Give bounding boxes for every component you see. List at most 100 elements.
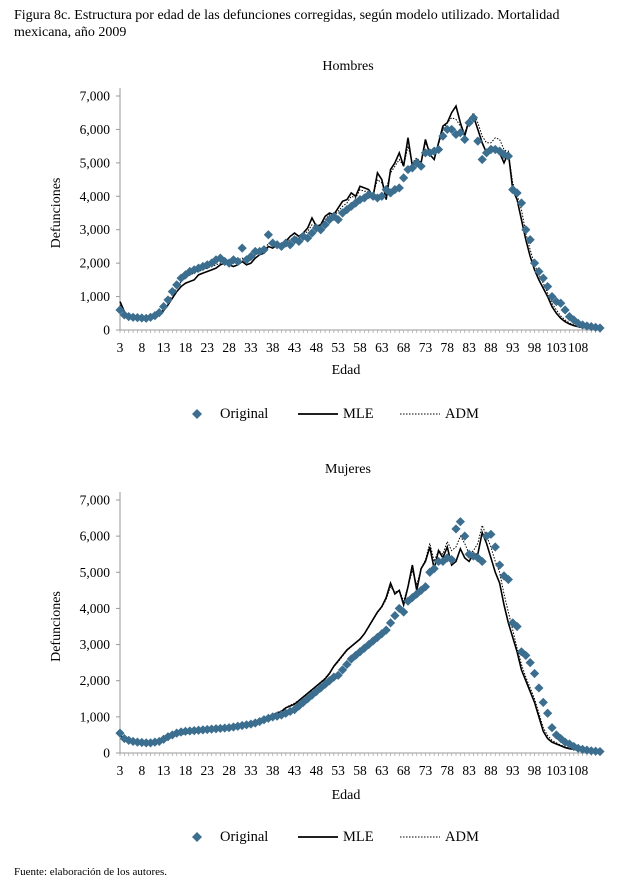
original-point (150, 737, 160, 747)
x-tick-label: 33 (244, 763, 258, 778)
legend-original-label: Original (220, 829, 268, 845)
original-point (207, 724, 217, 734)
original-point (577, 744, 588, 754)
original-point (495, 560, 505, 570)
original-point (115, 305, 125, 315)
y-tick-label: 2,000 (80, 256, 111, 271)
original-point (246, 251, 256, 262)
original-point (316, 225, 326, 235)
original-point (438, 131, 448, 141)
original-point (433, 144, 444, 155)
x-tick-label: 53 (331, 763, 345, 778)
original-point (385, 618, 396, 628)
y-tick-label: 0 (103, 323, 110, 338)
original-point (399, 173, 409, 183)
x-tick-label: 73 (419, 340, 433, 355)
y-tick-label: 5,000 (80, 155, 111, 170)
original-point (503, 574, 513, 585)
original-point (185, 726, 195, 736)
original-point (412, 158, 422, 168)
original-point (512, 188, 522, 198)
original-point (481, 148, 492, 158)
original-point (154, 308, 164, 318)
x-tick-label: 48 (310, 763, 324, 778)
x-tick-label: 88 (484, 763, 498, 778)
x-tick-label: 43 (288, 340, 302, 355)
original-point (569, 741, 579, 752)
original-point (586, 746, 596, 756)
original-point (224, 723, 234, 733)
original-point (342, 205, 352, 215)
original-point (534, 266, 544, 277)
legend-adm-label: ADM (445, 406, 479, 422)
original-point (268, 712, 278, 722)
original-point (337, 208, 348, 218)
legend: Original MLE ADM (192, 406, 479, 422)
x-tick-label: 83 (462, 763, 476, 778)
legend: Original MLE ADM (192, 829, 479, 845)
original-point (198, 725, 208, 735)
chart-hombres: Hombres 0 1,000 2,000 3,000 4,000 5,000 6,000 7,… (49, 59, 605, 422)
original-point (460, 531, 470, 541)
original-point (477, 556, 487, 567)
original-point (255, 716, 265, 727)
x-tick-label: 83 (462, 340, 476, 355)
x-tick-label: 98 (528, 340, 542, 355)
x-tick-label: 13 (157, 763, 171, 778)
original-point (159, 734, 169, 744)
x-tick-label: 68 (397, 340, 411, 355)
legend-adm-label: ADM (445, 829, 479, 845)
original-point (586, 322, 596, 332)
original-point (263, 230, 273, 240)
original-point (420, 582, 431, 592)
x-tick-label: 23 (201, 340, 215, 355)
original-point (351, 198, 361, 208)
original-point (193, 725, 204, 735)
series-adm-line (119, 111, 601, 330)
original-point (538, 697, 548, 707)
original-point (512, 621, 522, 632)
series-mle-line (119, 529, 601, 753)
y-axis-label: Defunciones (49, 178, 64, 249)
original-point (390, 185, 400, 195)
y-tick-label: 4,000 (80, 601, 111, 616)
x-tick-label: 58 (353, 763, 367, 778)
original-point (403, 596, 413, 606)
original-point (180, 726, 191, 736)
x-tick-label: 78 (441, 763, 455, 778)
x-tick-label: 13 (157, 340, 171, 355)
original-point (438, 556, 448, 567)
x-tick-label: 43 (288, 763, 302, 778)
legend-original-label: Original (220, 406, 268, 422)
chart-title: Mujeres (325, 462, 371, 477)
original-point (289, 235, 300, 245)
original-point (176, 273, 186, 283)
original-point (468, 113, 479, 123)
y-tick-label: 7,000 (80, 493, 111, 508)
original-point (285, 240, 295, 250)
original-point (547, 723, 557, 733)
x-tick-label: 3 (117, 340, 124, 355)
y-tick-label: 5,000 (80, 565, 111, 580)
original-point (320, 679, 330, 689)
x-tick-label: 108 (568, 340, 589, 355)
x-tick-label: 103 (546, 340, 567, 355)
original-point (246, 719, 256, 729)
x-tick-label: 93 (506, 340, 520, 355)
legend-original-marker (192, 832, 202, 842)
y-tick-label: 1,000 (80, 289, 111, 304)
x-tick-label: 63 (375, 763, 389, 778)
original-point (564, 312, 575, 322)
x-tick-label: 63 (375, 340, 389, 355)
x-tick-label: 28 (222, 763, 236, 778)
original-point (564, 739, 575, 749)
original-point (473, 136, 483, 146)
original-point (259, 245, 269, 255)
original-point (525, 235, 535, 245)
original-point (255, 246, 265, 257)
x-tick-label: 38 (266, 340, 280, 355)
original-point (377, 629, 387, 639)
y-tick-label: 6,000 (80, 122, 111, 137)
y-tick-label: 3,000 (80, 637, 111, 652)
original-point (447, 124, 457, 135)
